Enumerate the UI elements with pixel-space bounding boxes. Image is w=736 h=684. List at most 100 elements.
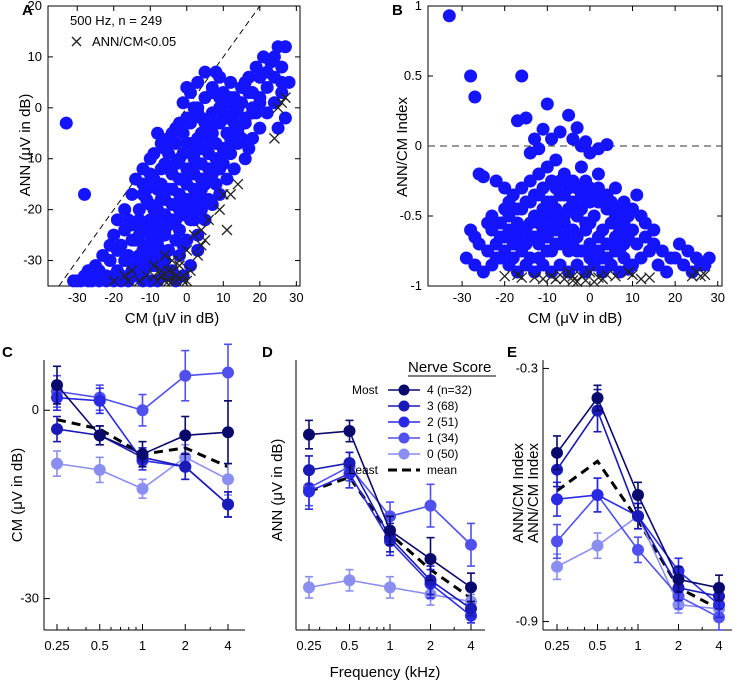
panel-a-data-point: [158, 269, 172, 283]
panel-b-cross-point: [575, 270, 587, 282]
panel-e-series-2-point: [591, 489, 604, 501]
panel-b-data-point: [562, 108, 576, 122]
panel-b-data-point: [468, 90, 482, 104]
panel-a-data-point: [191, 228, 205, 242]
panel-d-ylabel: ANN (μV in dB): [269, 439, 286, 542]
panel-c-series-3-point: [222, 498, 234, 511]
panel-c-series-0-point: [51, 457, 63, 470]
panel-b-data-point: [600, 251, 614, 265]
panel-e-plot: 0.25 0.5 1 2 4 -0.3 -0.9: [516, 360, 732, 653]
panel-d-series-4-point: [384, 524, 396, 537]
panel-b-data-point: [532, 142, 546, 156]
panel-c-series-1-point: [222, 366, 234, 379]
panel-b-xtick-label: 30: [711, 290, 725, 305]
panel-a-data-point: [202, 172, 216, 186]
panel-a-data-point: [238, 152, 252, 166]
panel-b-data-point: [600, 138, 614, 152]
panel-d: D 0.25 0.5 1 2 4 ANN (μV in dB) Frequency (k…: [262, 344, 496, 681]
panel-e-ytick-label: -0.3: [516, 360, 538, 375]
panel-a-ytick-label: -20: [23, 202, 42, 217]
panel-b-data-point: [647, 223, 661, 237]
panel-a-data-point: [249, 60, 263, 74]
panel-a-data-point: [118, 203, 132, 217]
panel-c-series-0-point: [222, 473, 234, 486]
panel-b-data-point: [570, 244, 584, 258]
panel-e-series-4-point: [672, 573, 685, 586]
panel-b-data-point: [574, 160, 588, 174]
panel-b-data-point: [536, 122, 550, 136]
panel-a-cross-point: [152, 275, 164, 287]
panel-a-data-point: [169, 136, 183, 150]
panel-c-label: C: [2, 344, 13, 361]
panel-d-series-1-point: [424, 499, 437, 512]
panel-a-data-point: [253, 70, 267, 84]
panel-a-ylabel: ANN (μV in dB): [17, 94, 34, 197]
panel-b-data-point: [608, 181, 622, 195]
panel-a-data-point: [231, 126, 245, 140]
panel-e-series-2-point: [551, 493, 563, 506]
panel-a-data-point: [220, 172, 234, 186]
panel-a-cross-point: [268, 132, 280, 144]
panel-a-cross-point: [159, 249, 171, 261]
panel-e-series-4-point: [713, 581, 725, 594]
panel-a-data-point: [172, 116, 186, 130]
panel-a-data-point: [253, 96, 267, 110]
panel-a-data-point: [227, 162, 241, 176]
panel-c-series-4-point: [136, 448, 149, 461]
panel-a-data-point: [172, 223, 186, 237]
panel-a-data-point: [238, 116, 252, 130]
cross-marker-key: [71, 36, 82, 47]
panel-e-xtick-label: 1: [634, 638, 641, 653]
panel-a-data-point: [125, 187, 139, 201]
panel-a-ytick-label: -10: [23, 151, 42, 166]
panel-a-data-point: [107, 228, 121, 242]
panel-a-data-point: [154, 177, 168, 191]
panel-a-data-point: [136, 187, 150, 201]
panel-a-data-point: [220, 126, 234, 140]
panel-a-data-point: [278, 40, 292, 54]
panel-c-xtick-label: 2: [182, 638, 189, 653]
panel-a-data-point: [278, 111, 292, 125]
panel-b-data-point: [489, 251, 503, 265]
panel-d-series-2-point: [303, 485, 315, 498]
panel-b-cross-point: [567, 270, 579, 282]
panel-b-xtick-label: 20: [668, 290, 682, 305]
panel-b-data-point: [528, 132, 542, 146]
panel-b-data-point: [515, 69, 529, 83]
panel-a-data-point: [183, 116, 197, 130]
panel-b-cross-point: [610, 270, 621, 282]
panel-c-xtick-label: 0.5: [91, 638, 109, 653]
panel-a-cross-point: [119, 270, 131, 282]
panel-b-ytick-label: 1: [415, 0, 422, 13]
panel-e-ylabel-1: ANN/CM Index: [510, 442, 527, 543]
panel-b-plot: -30 -20 -10 0 10 20 30 -1 -0.5 0 0.5 1: [400, 0, 725, 305]
panel-a-data-point: [216, 147, 230, 161]
panel-a-data-point: [110, 213, 124, 227]
panel-d-series-4-point: [465, 581, 477, 594]
panel-d-series-4-point: [424, 552, 437, 565]
panel-a-xtick-label: 20: [253, 290, 267, 305]
panel-b-cross-point: [584, 266, 596, 278]
panel-a-data-point: [194, 182, 208, 196]
panel-b-cross-point: [627, 269, 638, 281]
panel-a-data-point: [267, 50, 281, 64]
panel-a-cross-point: [188, 229, 200, 241]
panel-e-xtick-label: 0.25: [544, 638, 569, 653]
legend-entry-label: mean: [427, 463, 457, 477]
panel-d-series-3-point: [303, 464, 315, 477]
panel-c-series-1-point: [136, 404, 149, 417]
panel-e-ylabel-2: ANN/CM Index: [525, 442, 542, 543]
legend-entry-marker: [398, 384, 410, 396]
panel-b-xtick-label: -30: [453, 290, 472, 305]
panel-a-data-point: [191, 131, 205, 145]
panel-b-ytick-label: -0.5: [400, 208, 422, 223]
panel-a-cross-point: [279, 92, 291, 104]
legend-most-label: Most: [352, 383, 379, 397]
panel-e-series-1-point: [551, 535, 563, 548]
panel-a-cross-point: [199, 234, 211, 246]
panel-e-series-4-point: [591, 391, 604, 404]
panel-a-data-point: [151, 126, 165, 140]
panel-e-series-4-point: [632, 489, 644, 501]
panel-a-cross-point: [133, 275, 145, 287]
